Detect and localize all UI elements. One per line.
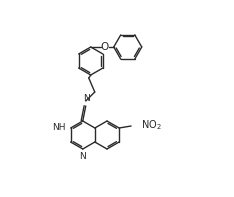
Text: N: N [79,152,86,161]
Text: O: O [101,42,109,52]
Text: NH: NH [52,123,66,132]
Text: NO$_2$: NO$_2$ [141,118,162,132]
Text: N: N [83,94,90,103]
